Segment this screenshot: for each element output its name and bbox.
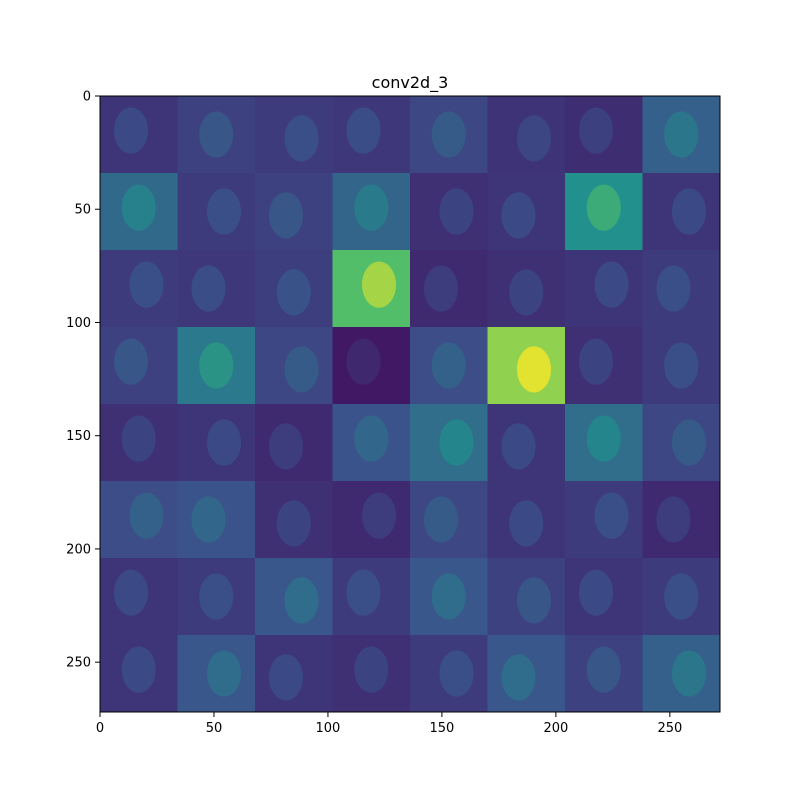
feature-tile (332, 635, 410, 712)
plot-frame (99, 95, 721, 713)
feature-tile (487, 558, 565, 635)
feature-tile (487, 481, 565, 558)
feature-tile (100, 173, 178, 250)
feature-tile (255, 96, 333, 173)
feature-tile (255, 635, 333, 712)
feature-tile (565, 404, 643, 481)
feature-tile (410, 558, 488, 635)
feature-tile (332, 404, 410, 481)
feature-tile (487, 250, 565, 327)
feature-tile (332, 481, 410, 558)
feature-tile (642, 173, 720, 250)
feature-tile (255, 404, 333, 481)
feature-tile (100, 250, 178, 327)
feature-tile (642, 250, 720, 327)
feature-tile (410, 404, 488, 481)
y-tick-label: 200 (66, 542, 91, 557)
feature-tile (565, 327, 643, 404)
feature-tile (332, 327, 410, 404)
feature-tile (642, 327, 720, 404)
feature-tile (255, 173, 333, 250)
y-tick-label: 100 (66, 316, 91, 331)
x-tick-label: 0 (96, 721, 104, 736)
feature-tile (255, 327, 333, 404)
feature-tile (642, 558, 720, 635)
x-tick-label: 100 (316, 721, 341, 736)
feature-tile (565, 96, 643, 173)
feature-tile (100, 558, 178, 635)
y-tick-label: 150 (66, 429, 91, 444)
feature-tile (410, 481, 488, 558)
feature-tile (410, 96, 488, 173)
feature-tile (487, 635, 565, 712)
feature-tile (642, 404, 720, 481)
feature-tile (487, 327, 565, 404)
feature-tile (410, 173, 488, 250)
x-axis: 0 50 100 150 200 250 (96, 712, 682, 736)
y-tick-label: 0 (83, 90, 91, 105)
feature-tile (410, 635, 488, 712)
x-tick-label: 200 (543, 721, 568, 736)
x-tick-label: 150 (429, 721, 454, 736)
feature-tile (100, 404, 178, 481)
heatmap-tiles (100, 96, 720, 712)
feature-tile (487, 404, 565, 481)
feature-tile (565, 250, 643, 327)
feature-tile (100, 481, 178, 558)
feature-tile (100, 327, 178, 404)
feature-tile (565, 635, 643, 712)
feature-tile (410, 327, 488, 404)
x-tick-label: 50 (206, 721, 223, 736)
chart-title: conv2d_3 (372, 73, 449, 93)
feature-tile (487, 173, 565, 250)
feature-tile (177, 558, 255, 635)
feature-tile (410, 250, 488, 327)
feature-tile (177, 481, 255, 558)
feature-tile (642, 96, 720, 173)
feature-tile (177, 96, 255, 173)
feature-tile (332, 173, 410, 250)
feature-tile (177, 404, 255, 481)
feature-tile (100, 635, 178, 712)
y-tick-label: 250 (66, 656, 91, 671)
feature-tile (177, 327, 255, 404)
feature-tile (487, 96, 565, 173)
feature-tile (565, 558, 643, 635)
feature-tile (177, 250, 255, 327)
y-tick-label: 50 (74, 203, 91, 218)
feature-tile (642, 635, 720, 712)
feature-tile (255, 558, 333, 635)
feature-tile (255, 250, 333, 327)
feature-tile (332, 558, 410, 635)
feature-tile (565, 173, 643, 250)
feature-tile (332, 96, 410, 173)
feature-tile (100, 96, 178, 173)
feature-tile (177, 635, 255, 712)
x-tick-label: 250 (657, 721, 682, 736)
feature-tile (177, 173, 255, 250)
y-axis: 0 50 100 150 200 250 (66, 90, 100, 671)
feature-tile (255, 481, 333, 558)
feature-tile (332, 250, 410, 327)
feature-tile (642, 481, 720, 558)
feature-tile (565, 481, 643, 558)
